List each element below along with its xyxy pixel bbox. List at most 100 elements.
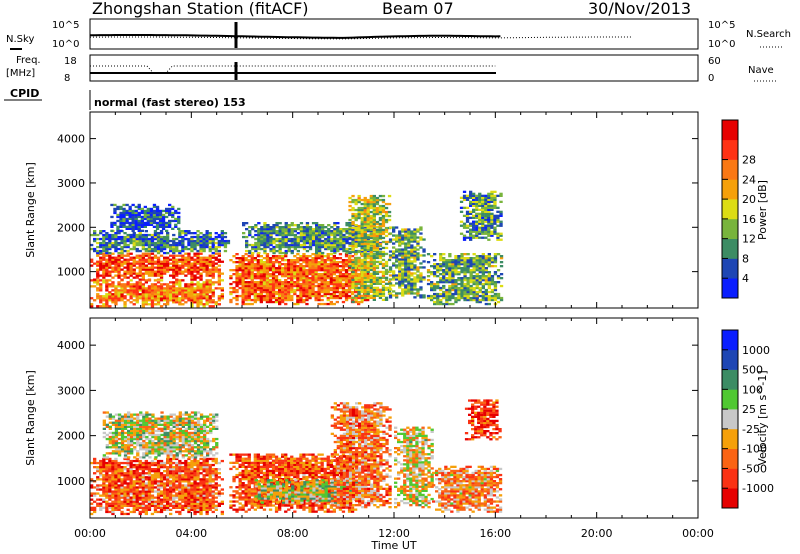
data-cell [138, 486, 142, 489]
data-cell [111, 266, 115, 269]
data-cell [395, 282, 399, 285]
data-cell [360, 212, 364, 216]
data-cell [256, 263, 260, 266]
data-cell [333, 235, 337, 239]
data-cell [398, 286, 402, 289]
data-cell [278, 290, 282, 294]
data-cell [323, 302, 327, 306]
data-cell [448, 279, 452, 282]
data-cell [490, 232, 494, 235]
data-cell [129, 459, 133, 463]
data-cell [126, 299, 130, 302]
data-cell [156, 498, 161, 501]
data-cell [302, 277, 306, 280]
data-cell [205, 232, 209, 235]
data-cell [135, 260, 139, 263]
data-cell [466, 284, 470, 288]
data-cell [357, 269, 361, 272]
data-cell [375, 276, 380, 279]
data-cell [381, 254, 386, 258]
data-cell [457, 290, 461, 294]
data-cell [387, 194, 392, 198]
data-cell [153, 502, 158, 505]
data-cell [199, 262, 203, 265]
data-cell [126, 488, 130, 491]
data-cell [117, 283, 121, 286]
data-cell [344, 281, 349, 284]
data-cell [305, 249, 310, 253]
data-cell [241, 267, 245, 270]
data-cell [490, 296, 495, 300]
data-cell [404, 248, 408, 251]
data-cell [140, 223, 144, 226]
data-cell [120, 254, 124, 257]
data-cell [465, 220, 470, 223]
data-cell [169, 281, 173, 284]
data-cell [290, 228, 294, 231]
data-cell [433, 259, 437, 262]
data-cell [372, 254, 376, 258]
data-cell [132, 476, 136, 479]
data-cell [163, 243, 167, 247]
data-cell [156, 268, 161, 271]
data-cell [202, 295, 206, 298]
data-cell [407, 282, 411, 285]
data-cell [117, 270, 121, 273]
data-cell [96, 492, 100, 495]
data-cell [369, 230, 373, 233]
data-cell [327, 228, 331, 231]
data-cell [335, 275, 339, 278]
data-cell [202, 245, 206, 249]
data-cell [196, 260, 200, 263]
data-cell [451, 271, 455, 274]
data-cell [150, 262, 155, 265]
data-cell [190, 270, 194, 273]
data-cell [178, 235, 182, 239]
data-cell [433, 275, 437, 278]
data-cell [181, 279, 185, 282]
data-cell [247, 298, 251, 302]
data-cell [430, 296, 434, 300]
data-cell [460, 292, 464, 296]
data-cell [496, 210, 500, 213]
data-cell [357, 238, 361, 242]
data-cell [102, 476, 106, 479]
data-cell [99, 232, 103, 235]
data-cell [272, 228, 276, 231]
data-cell [163, 262, 167, 265]
data-cell [272, 241, 276, 245]
data-cell [272, 224, 276, 227]
data-cell [150, 256, 155, 259]
data-cell [205, 256, 209, 259]
data-cell [278, 233, 282, 237]
data-cell [141, 258, 145, 261]
data-cell [140, 211, 144, 215]
data-cell [205, 272, 209, 275]
data-cell [199, 252, 203, 255]
data-cell [413, 248, 417, 251]
data-cell [293, 275, 297, 278]
data-cell [199, 297, 203, 300]
data-cell [178, 230, 182, 233]
data-cell [117, 504, 121, 507]
data-cell [496, 238, 500, 241]
data-cell [178, 233, 182, 237]
data-cell [144, 233, 148, 237]
data-cell [375, 226, 380, 229]
data-cell [96, 488, 100, 491]
data-cell [254, 237, 258, 241]
data-cell [369, 194, 373, 198]
data-cell [351, 240, 355, 244]
data-cell [120, 502, 124, 505]
data-cell [496, 216, 500, 219]
data-cell [308, 263, 312, 266]
data-cell [451, 292, 455, 296]
data-cell [105, 305, 109, 308]
data-cell [147, 500, 152, 503]
power-data-cells [90, 190, 504, 308]
data-cell [384, 212, 389, 216]
data-cell [138, 272, 142, 275]
data-cell [363, 282, 367, 285]
data-cell [290, 296, 294, 300]
data-cell [122, 213, 126, 217]
